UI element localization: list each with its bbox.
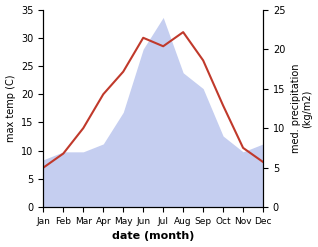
Y-axis label: med. precipitation
(kg/m2): med. precipitation (kg/m2) [291, 64, 313, 153]
Y-axis label: max temp (C): max temp (C) [5, 75, 16, 142]
X-axis label: date (month): date (month) [112, 231, 194, 242]
